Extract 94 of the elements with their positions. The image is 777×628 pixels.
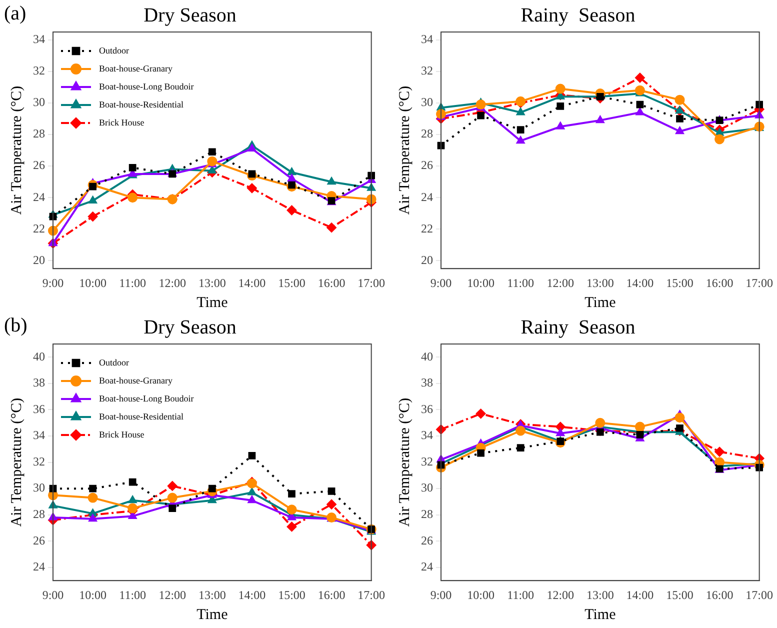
x-axis-title: Time [196,294,228,311]
legend-label: Outdoor [99,357,129,368]
y-tick-label: 28 [421,126,433,141]
x-tick-label: 17:00 [746,276,774,290]
text: (b) [4,314,28,336]
y-tick-label: 30 [33,480,45,495]
x-tick-label: 11:00 [119,588,146,602]
x-tick-label: 13:00 [198,588,226,602]
y-tick-label: 22 [421,221,433,236]
y-tick-label: 34 [33,32,45,46]
x-tick-label: 16:00 [706,588,734,602]
legend-label: Boat-house-Long Boudoir [99,393,194,404]
y-axis-title: Air Temperature (°C) [8,86,25,215]
y-tick-label: 34 [421,32,433,46]
chart-title: Dry Season [144,316,236,338]
y-tick-label: 30 [33,95,45,110]
x-tick-label: 10:00 [467,588,494,602]
x-tick-label: 17:00 [746,588,774,602]
y-tick-label: 30 [421,480,433,495]
y-tick-label: 32 [33,64,45,78]
chart-title: Rainy Season [520,4,636,26]
x-tick-label: 10:00 [79,588,106,602]
x-tick-label: 12:00 [158,276,186,290]
y-axis-title: Air Temperature (°C) [396,398,413,527]
y-tick-label: 28 [33,126,45,141]
x-tick-label: 14:00 [626,588,654,602]
y-tick-label: 24 [421,190,433,204]
y-tick-label: 24 [33,560,45,574]
x-tick-label: 15:00 [666,588,694,602]
y-tick-label: 36 [421,402,433,416]
x-tick-label: 15:00 [278,588,306,602]
x-tick-label: 17:00 [358,588,386,602]
x-tick-label: 9:00 [430,588,452,602]
x-tick-label: 12:00 [546,276,574,290]
x-tick-label: 15:00 [666,276,694,290]
legend-label: Brick House [99,429,144,440]
y-tick-label: 20 [421,252,433,267]
y-tick-label: 32 [33,454,45,468]
y-tick-label: 34 [421,428,433,442]
chart-title: Dry Season [144,4,236,26]
x-tick-label: 16:00 [318,588,346,602]
legend-label: Boat-house-Granary [99,375,173,386]
y-tick-label: 40 [421,349,433,364]
x-tick-label: 14:00 [238,276,266,290]
x-tick-label: 17:00 [358,276,386,290]
x-tick-label: 15:00 [278,276,306,290]
x-axis-title: Time [196,606,228,623]
y-tick-label: 20 [33,252,45,267]
x-tick-label: 12:00 [546,588,574,602]
x-tick-label: 13:00 [586,588,614,602]
y-tick-label: 28 [421,507,433,522]
x-tick-label: 11:00 [507,276,534,290]
x-axis-title: Time [584,294,616,311]
x-tick-label: 9:00 [42,588,64,602]
x-tick-label: 14:00 [626,276,654,290]
x-tick-label: 9:00 [430,276,452,290]
y-tick-label: 38 [421,376,433,390]
y-tick-label: 24 [421,560,433,574]
y-tick-label: 34 [33,428,45,442]
legend-label: Outdoor [99,45,129,56]
y-tick-label: 26 [421,158,433,172]
y-tick-label: 26 [33,158,45,172]
y-tick-label: 28 [33,507,45,522]
x-tick-label: 11:00 [507,588,534,602]
x-tick-label: 14:00 [238,588,266,602]
legend-label: Boat-house-Residential [99,99,184,110]
x-tick-label: 13:00 [198,276,226,290]
y-tick-label: 40 [33,349,45,364]
x-axis-title: Time [584,606,616,623]
x-tick-label: 10:00 [467,276,494,290]
y-tick-label: 24 [33,190,45,204]
y-tick-label: 32 [421,454,433,468]
y-axis-title: Air Temperature (°C) [8,398,25,527]
y-tick-label: 26 [33,533,45,548]
y-tick-label: 38 [33,376,45,390]
y-tick-label: 32 [421,64,433,78]
y-tick-label: 30 [421,95,433,110]
y-axis-title: Air Temperature (°C) [396,86,413,215]
legend-label: Boat-house-Long Boudoir [99,81,194,92]
x-tick-label: 13:00 [586,276,614,290]
legend-label: Boat-house-Residential [99,411,184,422]
y-tick-label: 26 [421,533,433,548]
legend-label: Brick House [99,117,144,128]
y-tick-label: 22 [33,221,45,236]
y-tick-label: 36 [33,402,45,416]
x-tick-label: 12:00 [158,588,186,602]
x-tick-label: 10:00 [79,276,106,290]
chart-title: Rainy Season [520,316,636,338]
x-tick-label: 16:00 [318,276,346,290]
x-tick-label: 9:00 [42,276,64,290]
text: (a) [4,2,26,24]
x-tick-label: 16:00 [706,276,734,290]
legend-label: Boat-house-Granary [99,63,173,74]
x-tick-label: 11:00 [119,276,146,290]
